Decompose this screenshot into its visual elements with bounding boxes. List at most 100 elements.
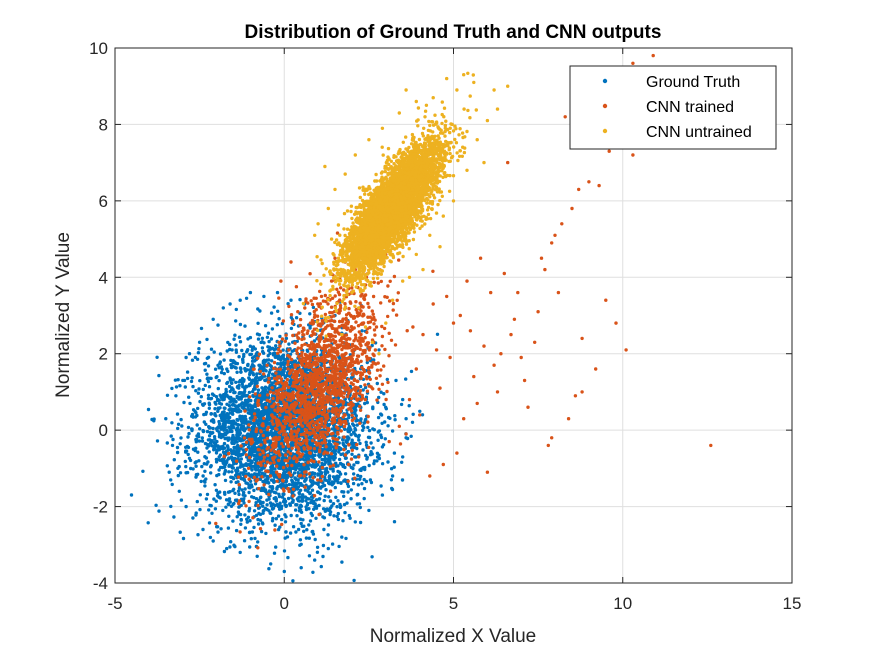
data-point — [336, 511, 340, 516]
data-point — [308, 436, 312, 440]
data-point — [319, 486, 323, 490]
data-point — [225, 436, 230, 440]
data-point — [263, 378, 267, 382]
data-point — [174, 385, 179, 389]
data-point — [208, 465, 213, 469]
data-point — [175, 445, 180, 450]
data-point — [185, 376, 190, 381]
data-point — [253, 392, 257, 396]
data-point — [372, 461, 376, 466]
data-point — [225, 367, 229, 371]
data-point — [289, 326, 294, 331]
data-point — [313, 449, 317, 454]
data-point — [233, 436, 237, 440]
data-point — [277, 296, 281, 300]
data-point — [393, 418, 397, 422]
data-point — [190, 412, 195, 417]
data-point — [364, 479, 369, 484]
data-point — [220, 367, 224, 371]
data-point — [266, 453, 270, 458]
data-point — [323, 401, 327, 405]
data-point — [246, 348, 250, 352]
data-point — [270, 419, 274, 423]
data-point — [298, 457, 302, 462]
data-point — [275, 323, 279, 327]
data-point — [334, 495, 338, 499]
data-point — [255, 332, 260, 336]
data-point — [283, 453, 288, 457]
data-point — [326, 523, 331, 527]
data-point — [393, 414, 397, 418]
data-point — [194, 437, 198, 442]
data-point — [330, 483, 334, 487]
data-point — [368, 478, 373, 482]
data-point — [258, 500, 262, 504]
data-point — [287, 482, 292, 487]
data-point — [205, 372, 209, 376]
data-point — [337, 450, 341, 454]
data-point — [238, 322, 243, 327]
data-point — [392, 465, 396, 469]
data-point — [239, 402, 244, 406]
data-point — [234, 307, 238, 312]
data-point — [246, 362, 250, 367]
data-point — [315, 314, 320, 318]
data-point — [249, 352, 254, 356]
data-point — [351, 481, 356, 486]
data-point — [244, 296, 249, 300]
data-point — [281, 319, 286, 323]
data-point — [321, 507, 326, 511]
data-point — [250, 446, 254, 450]
data-point — [187, 431, 191, 436]
data-point — [328, 464, 332, 469]
data-point — [379, 484, 383, 488]
data-point — [319, 471, 324, 475]
data-point — [232, 441, 236, 445]
data-point — [341, 519, 345, 523]
data-point — [212, 420, 216, 424]
data-point — [342, 376, 347, 380]
data-point — [228, 545, 232, 549]
data-point — [342, 494, 346, 498]
data-point — [365, 400, 369, 405]
data-point — [228, 415, 232, 420]
data-point — [249, 434, 254, 439]
data-point — [195, 357, 200, 361]
data-point — [255, 372, 259, 376]
data-point — [234, 380, 238, 384]
data-point — [169, 478, 173, 482]
data-point — [254, 463, 258, 467]
data-point — [295, 339, 299, 343]
data-point — [361, 428, 365, 432]
data-point — [256, 388, 261, 392]
data-point — [260, 471, 265, 475]
data-point — [328, 499, 333, 503]
data-point — [363, 383, 367, 387]
data-point — [200, 439, 205, 443]
data-point — [283, 449, 287, 453]
data-point — [241, 358, 245, 363]
data-point — [332, 514, 336, 518]
data-point — [346, 449, 350, 454]
data-point — [356, 483, 361, 487]
data-point — [233, 333, 237, 337]
data-point — [251, 379, 255, 383]
data-point — [230, 398, 234, 402]
data-point — [383, 437, 387, 441]
data-point — [231, 460, 236, 464]
data-point — [250, 346, 255, 350]
data-point — [253, 482, 258, 486]
data-point — [197, 459, 201, 463]
data-point — [222, 358, 226, 362]
data-point — [210, 392, 215, 396]
data-point — [386, 284, 390, 288]
data-point — [307, 523, 311, 527]
data-point — [304, 478, 308, 482]
data-point — [221, 508, 225, 513]
data-point — [370, 555, 374, 559]
data-point — [256, 468, 260, 472]
data-point — [365, 330, 369, 335]
data-point — [235, 515, 239, 519]
data-point — [193, 415, 198, 419]
data-point — [170, 386, 174, 391]
